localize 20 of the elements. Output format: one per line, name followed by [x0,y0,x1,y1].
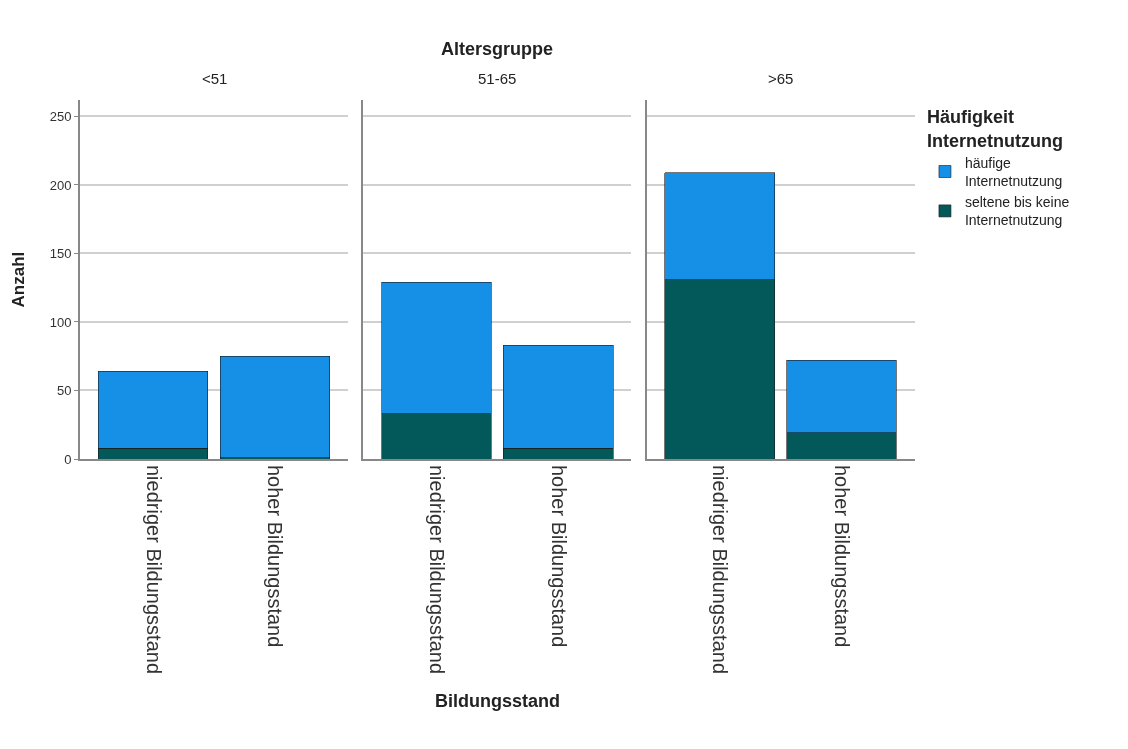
x-tick-label: hoher Bildungsstand [547,465,570,648]
x-tick-label: hoher Bildungsstand [831,465,854,648]
x-tick-label: niedriger Bildungsstand [142,465,165,675]
legend-label: seltene bis keine Internetnutzung [964,194,1070,229]
x-axis-title: Bildungsstand [435,691,560,711]
y-tick-label: 100 [49,314,72,330]
chart-title: <51 [202,70,228,87]
chart-title: 51-65 [478,70,517,87]
y-tick-label: 250 [49,108,72,124]
text: Altersgruppe [441,39,554,59]
x-tick-label: niedriger Bildungsstand [425,465,448,675]
chart-title: >65 [768,70,794,87]
y-tick-label: 150 [49,246,72,262]
x-tick-label: niedriger Bildungsstand [709,465,732,675]
y-tick-label: 0 [64,451,72,467]
y-tick-label: 50 [56,383,72,399]
y-axis-title: Anzahl [9,251,29,308]
x-tick-label: hoher Bildungsstand [264,465,287,648]
y-tick-label: 200 [49,177,72,193]
legend-title: Häufigkeit Internetnutzung [926,107,1063,151]
